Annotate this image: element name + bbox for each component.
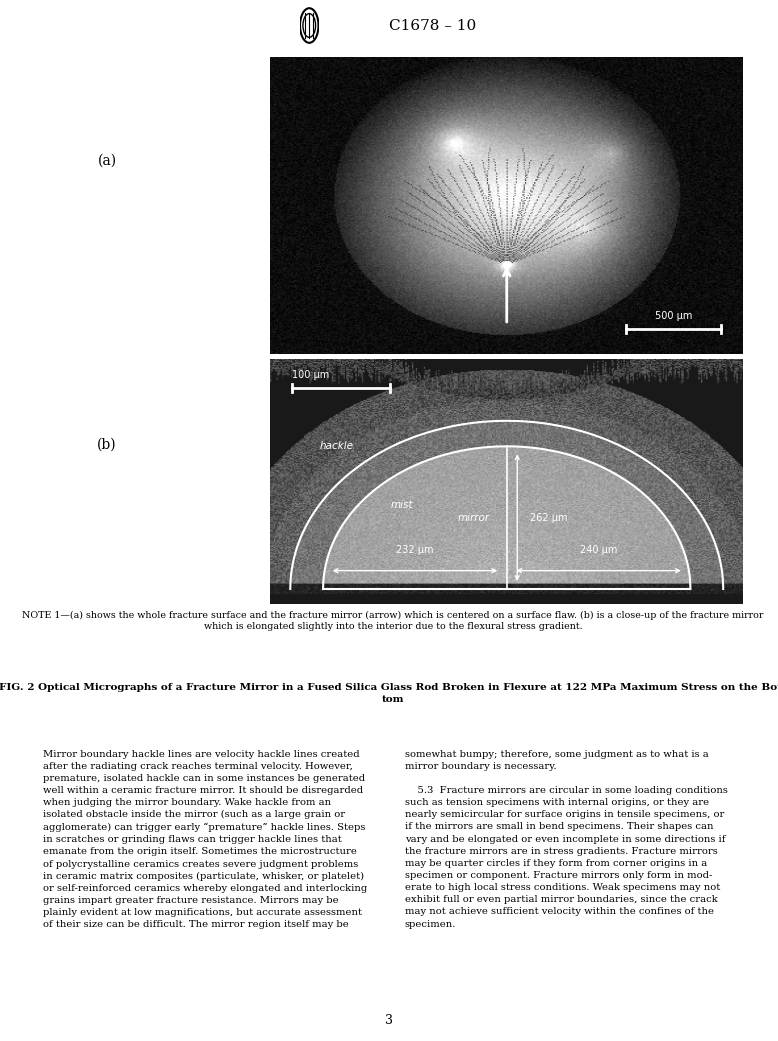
Text: (b): (b)	[97, 438, 117, 452]
Text: somewhat bumpy; therefore, some judgment as to what is a
mirror boundary is nece: somewhat bumpy; therefore, some judgment…	[405, 750, 727, 929]
Text: 100 μm: 100 μm	[292, 370, 329, 380]
Text: NOTE 1—(a) shows the whole fracture surface and the fracture mirror (arrow) whic: NOTE 1—(a) shows the whole fracture surf…	[23, 610, 763, 632]
Text: FIG. 2 Optical Micrographs of a Fracture Mirror in a Fused Silica Glass Rod Brok: FIG. 2 Optical Micrographs of a Fracture…	[0, 683, 778, 704]
Text: 3: 3	[385, 1014, 393, 1026]
Text: 240 μm: 240 μm	[580, 545, 617, 555]
Text: (a): (a)	[97, 154, 117, 168]
Text: Mirror boundary hackle lines are velocity hackle lines created
after the radiati: Mirror boundary hackle lines are velocit…	[43, 750, 367, 930]
Text: C1678 – 10: C1678 – 10	[389, 19, 476, 32]
Text: 262 μm: 262 μm	[531, 512, 568, 523]
Text: mirror: mirror	[458, 512, 490, 523]
Text: hackle: hackle	[319, 441, 353, 452]
Text: 232 μm: 232 μm	[396, 545, 433, 555]
Text: 500 μm: 500 μm	[654, 310, 692, 321]
Text: mist: mist	[391, 501, 413, 510]
